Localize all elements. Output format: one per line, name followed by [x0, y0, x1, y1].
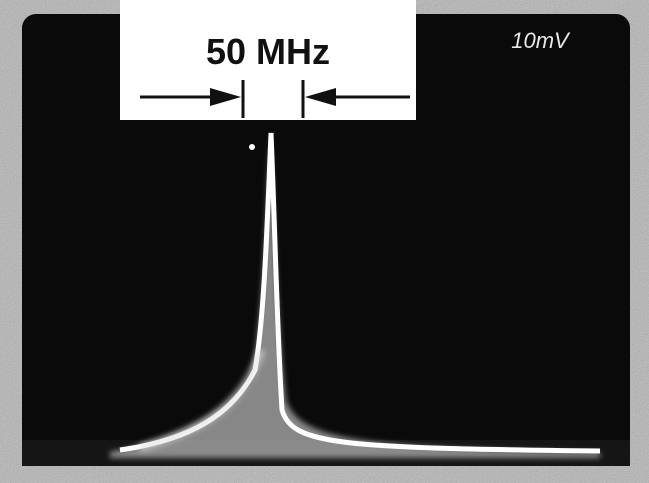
scope-photo: 50 MHz 10mV — [0, 0, 649, 483]
marker-dot — [249, 144, 255, 150]
scale-label: 10mV — [511, 28, 571, 53]
bandwidth-label: 50 MHz — [206, 31, 330, 72]
page: 50 MHz 10mV (() => { const data = JSON.p… — [0, 0, 649, 483]
